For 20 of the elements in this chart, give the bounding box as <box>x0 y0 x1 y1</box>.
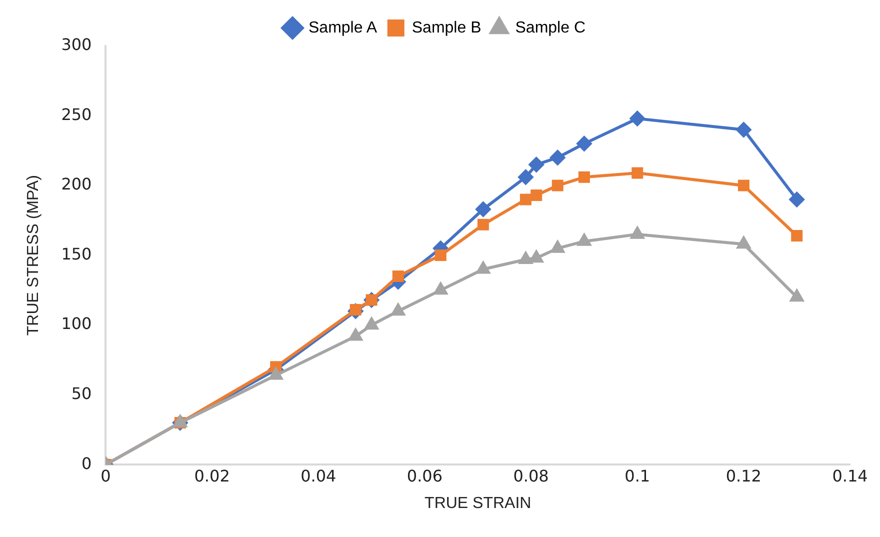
y-axis-title: TRUE STRESS (MPA) <box>25 174 42 336</box>
y-tick-label: 300 <box>61 35 92 54</box>
legend-label: Sample C <box>515 19 586 36</box>
y-tick-label: 100 <box>61 314 92 334</box>
x-axis-title: TRUE STRAIN <box>424 494 532 512</box>
legend-label: Sample B <box>412 19 482 36</box>
x-tick-label: 0.1 <box>624 466 650 486</box>
x-tick-label: 0 <box>100 466 111 486</box>
legend-label: Sample A <box>308 19 378 36</box>
y-tick-label: 50 <box>71 384 92 403</box>
x-tick-label: 0.06 <box>406 466 443 486</box>
y-tick-label: 0 <box>82 454 92 473</box>
y-tick-label: 150 <box>61 244 92 264</box>
y-tick-label: 200 <box>61 174 92 194</box>
x-tick-label: 0.02 <box>194 466 230 486</box>
y-tick-label: 250 <box>61 104 92 124</box>
x-tick-label: 0.12 <box>726 466 762 486</box>
x-tick-label: 0.04 <box>300 466 336 486</box>
x-tick-label: 0.08 <box>513 466 549 486</box>
x-tick-label: 0.14 <box>832 466 868 486</box>
